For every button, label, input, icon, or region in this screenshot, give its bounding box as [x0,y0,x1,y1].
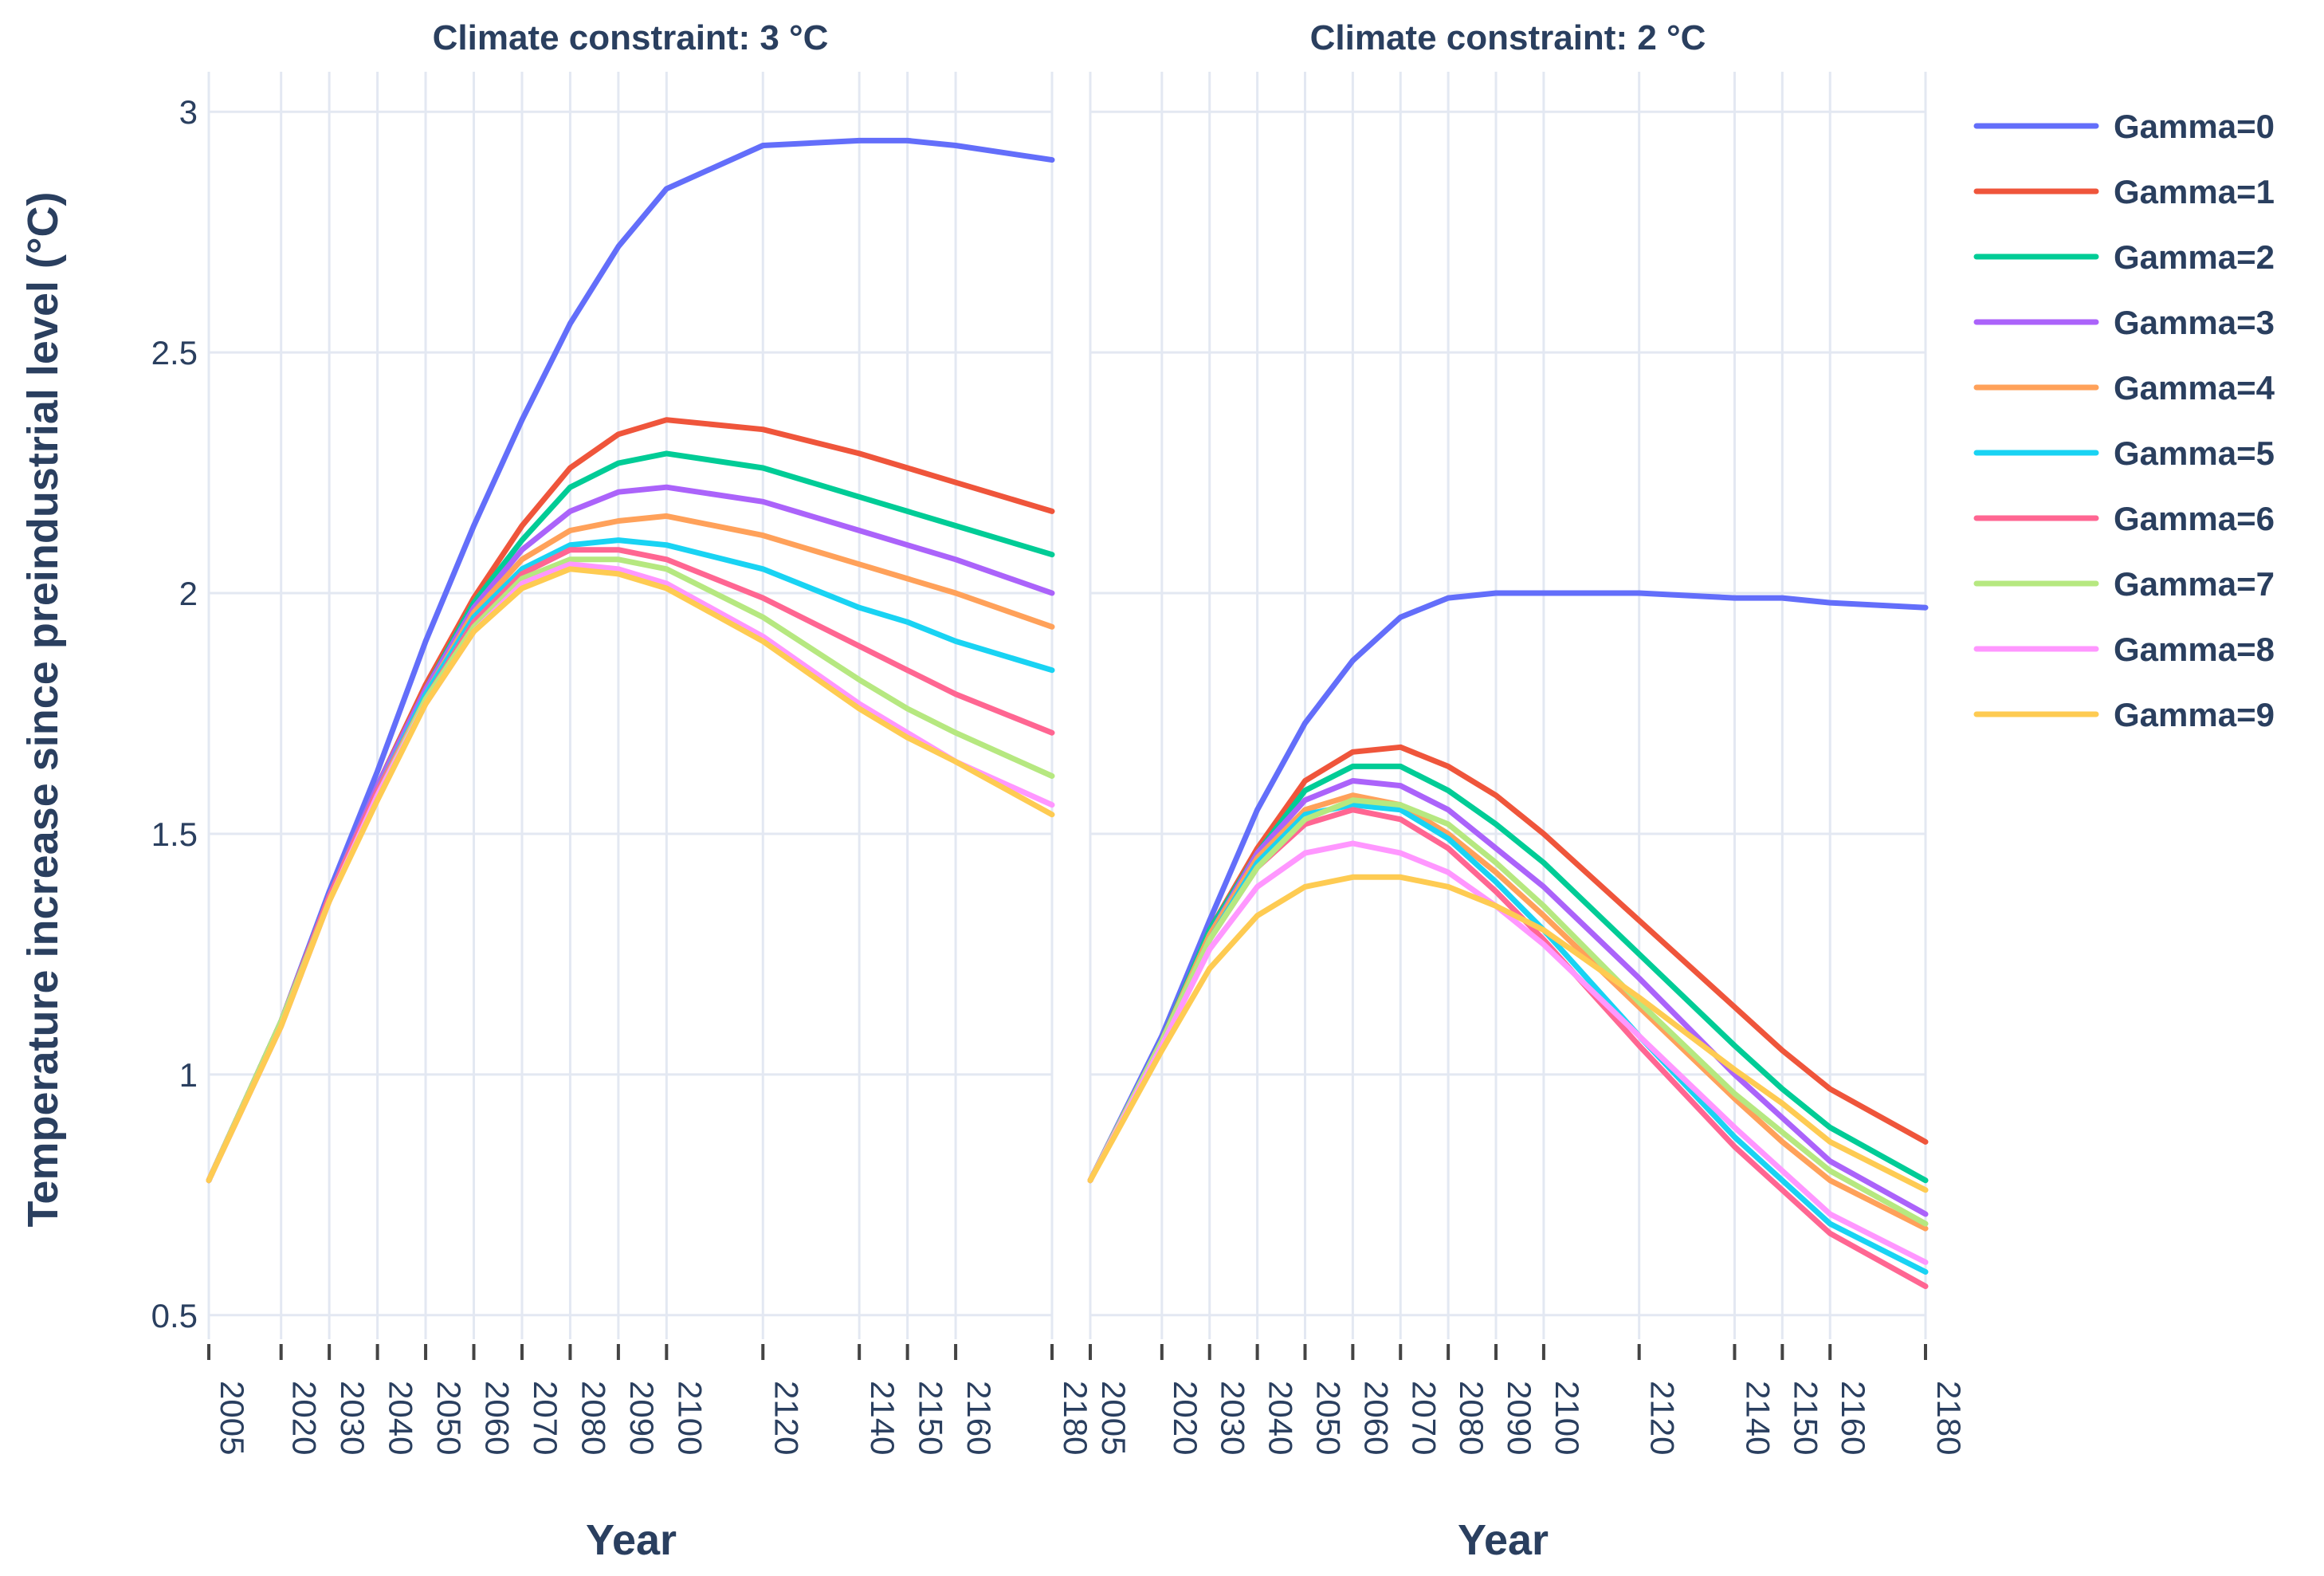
x-tick-label: 2040 [1262,1381,1300,1455]
x-tick-label: 2020 [286,1381,324,1455]
x-tick-label: 2050 [430,1381,468,1455]
series-line-gamma-6 [206,547,1055,1184]
x-tick-label: 2150 [913,1381,950,1455]
legend-layer: Gamma=0 Gamma=1 Gamma=2 Gamma=3 Gamma=4 Gamma… [1973,108,2275,733]
legend-label: Gamma=0 [2114,108,2275,145]
legend-label: Gamma=3 [2114,304,2275,341]
x-tick-label: 2070 [527,1381,564,1455]
x-tick-label: 2180 [1057,1381,1094,1455]
x-tick-label: 2160 [960,1381,998,1455]
legend-label: Gamma=1 [2114,173,2275,210]
legend-label: Gamma=5 [2114,434,2275,472]
x-tick-label: 2040 [383,1381,420,1455]
series-line-gamma-9 [1087,874,1929,1193]
x-tick-label: 2005 [214,1381,251,1455]
x-tick-label: 2050 [1309,1381,1347,1455]
legend-label: Gamma=4 [2114,369,2275,407]
y-tick-label: 2.5 [151,334,198,371]
legend-label: Gamma=9 [2114,696,2275,733]
x-tick-label: 2060 [479,1381,516,1455]
x-tick-label: 2090 [623,1381,661,1455]
x-tick-label: 2020 [1167,1381,1204,1455]
series-line-gamma-8 [1087,840,1929,1265]
axis-layer: 2005 2020 2030 2040 2050 2060 2070 2080 2090 2100… [151,18,1968,1455]
grid-layer [207,72,1927,1339]
x-tick-label: 2100 [671,1381,709,1455]
legend-label: Gamma=7 [2114,565,2275,603]
y-axis-title: Temperature increase since preindustrial… [19,191,67,1227]
x-axis-title-right: Year [1458,1516,1549,1564]
x-tick-label: 2160 [1835,1381,1872,1455]
series-line-gamma-7 [1087,797,1929,1227]
series-line-gamma-4 [206,513,1055,1184]
x-tick-label: 2080 [1453,1381,1490,1455]
x-axis-title-left: Year [586,1516,677,1564]
legend-label: Gamma=2 [2114,238,2275,276]
x-tick-label: 2120 [767,1381,805,1455]
x-tick-label: 2140 [864,1381,901,1455]
y-tick-label: 0.5 [151,1297,198,1334]
panel-title: Climate constraint: 3 °C [433,18,829,57]
series-line-gamma-0 [1087,590,1929,1184]
x-tick-label: 2070 [1405,1381,1443,1455]
series-line-gamma-9 [206,566,1055,1184]
x-tick-label: 2005 [1095,1381,1133,1455]
x-tick-label: 2080 [575,1381,612,1455]
x-tick-label: 2100 [1549,1381,1586,1455]
x-tick-label: 2150 [1787,1381,1824,1455]
series-line-gamma-0 [206,137,1055,1184]
y-tick-label: 1 [179,1056,198,1094]
x-tick-label: 2060 [1357,1381,1395,1455]
series-line-gamma-1 [206,417,1055,1184]
panel-title: Climate constraint: 2 °C [1310,18,1706,57]
x-tick-label: 2030 [334,1381,371,1455]
y-tick-label: 2 [179,575,198,612]
legend-label: Gamma=8 [2114,631,2275,668]
x-tick-label: 2180 [1930,1381,1968,1455]
y-tick-label: 1.5 [151,816,198,853]
series-layer [206,137,1929,1290]
x-tick-label: 2120 [1644,1381,1682,1455]
x-tick-label: 2140 [1739,1381,1776,1455]
legend-label: Gamma=6 [2114,500,2275,537]
x-tick-label: 2030 [1215,1381,1252,1455]
y-tick-label: 3 [179,93,198,131]
x-tick-label: 2090 [1501,1381,1538,1455]
series-line-gamma-5 [206,537,1055,1184]
